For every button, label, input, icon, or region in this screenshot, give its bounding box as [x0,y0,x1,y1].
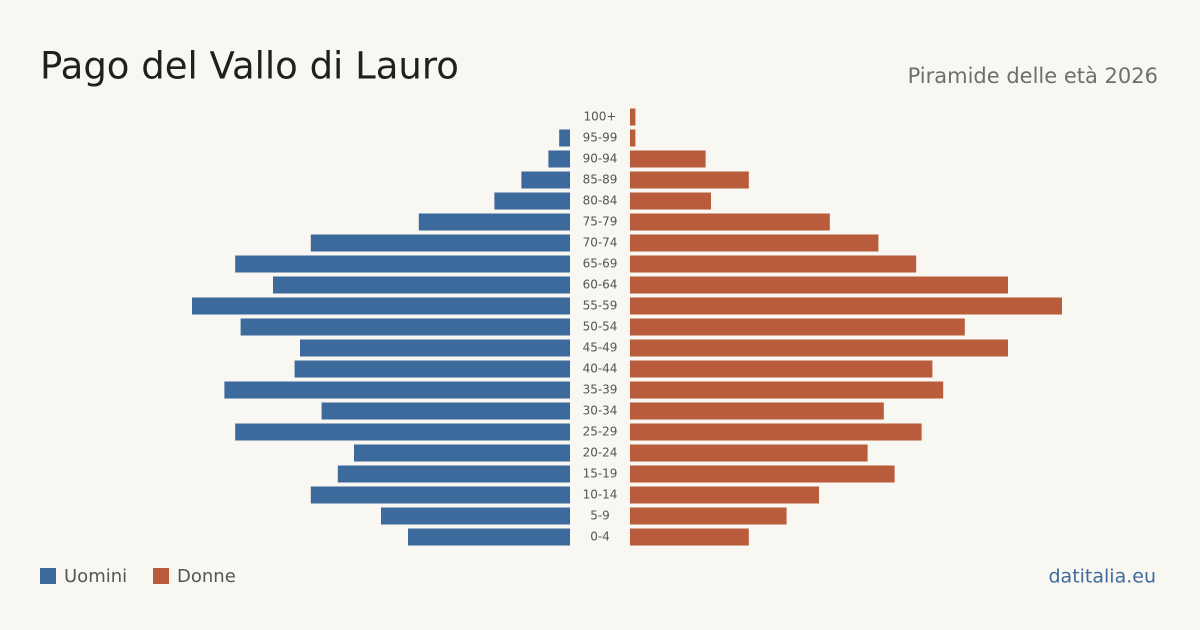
legend-swatch [153,568,169,584]
female-bar [630,171,749,189]
male-bar [559,129,570,147]
age-label: 30-34 [583,404,618,418]
male-bar [354,444,570,462]
male-bar [224,381,570,399]
female-bar [630,486,819,504]
male-bar [310,234,570,252]
female-bar [630,381,944,399]
male-bar [235,255,570,273]
source: datitalia.eu [1049,566,1157,588]
age-label: 65-69 [583,257,618,271]
female-bar [630,507,787,525]
legend-label: Donne [177,566,236,587]
female-bar [630,129,636,147]
female-bar [630,402,884,420]
male-bar [408,528,570,546]
female-bar [630,297,1062,315]
female-bar [630,255,917,273]
age-label: 80-84 [583,194,618,208]
female-bar [630,150,706,168]
age-label: 55-59 [583,299,618,313]
legend-swatch [40,568,56,584]
male-bar [418,213,570,231]
age-label: 90-94 [583,152,618,166]
female-bar [630,213,830,231]
female-bar [630,423,922,441]
male-bar [294,360,570,378]
female-bar [630,234,879,252]
age-label: 45-49 [583,341,618,355]
age-label: 95-99 [583,131,618,145]
age-label: 20-24 [583,446,618,460]
female-bar [630,444,868,462]
age-label: 100+ [584,110,617,124]
male-bar [235,423,570,441]
male-bar [548,150,570,168]
age-label: 60-64 [583,278,618,292]
male-bar [521,171,570,189]
male-bar [337,465,570,483]
age-label: 85-89 [583,173,618,187]
female-bar [630,465,895,483]
female-bar [630,318,965,336]
male-bar [381,507,570,525]
male-bar [310,486,570,504]
male-bar [300,339,570,357]
age-label: 50-54 [583,320,618,334]
legend-label: Uomini [64,566,127,587]
age-label: 10-14 [583,488,618,502]
age-label: 40-44 [583,362,618,376]
age-label: 75-79 [583,215,618,229]
age-label: 5-9 [590,509,610,523]
female-bar [630,339,1008,357]
age-label: 70-74 [583,236,618,250]
female-bar [630,108,636,126]
chart-subtitle: Piramide delle età 2026 [908,64,1158,88]
female-bar [630,192,711,210]
female-bar [630,528,749,546]
age-label: 0-4 [590,530,610,544]
age-label: 15-19 [583,467,618,481]
male-bar [494,192,570,210]
age-label: 35-39 [583,383,618,397]
male-bar [273,276,570,294]
male-bar [192,297,570,315]
female-bar [630,360,933,378]
male-bar [240,318,570,336]
male-bar [321,402,570,420]
female-bar [630,276,1008,294]
age-label: 25-29 [583,425,618,439]
chart-title: Pago del Vallo di Lauro [40,45,459,88]
